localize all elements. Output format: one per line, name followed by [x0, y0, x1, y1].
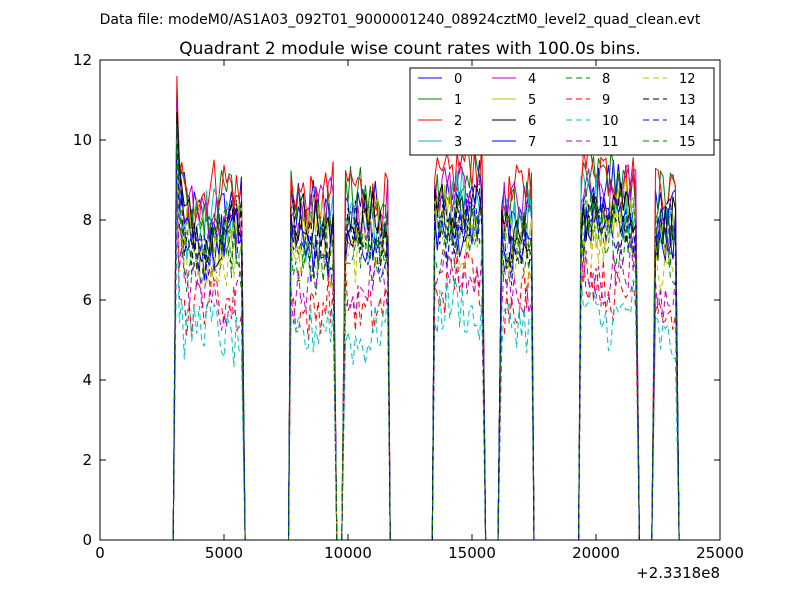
- y-tick-label: 0: [82, 531, 92, 549]
- x-tick-label: 0: [95, 544, 105, 562]
- y-tick-label: 2: [82, 451, 92, 469]
- x-offset-label: +2.3318e8: [636, 564, 720, 582]
- y-tick-label: 4: [82, 371, 92, 389]
- y-tick-label: 6: [82, 291, 92, 309]
- legend-label-15: 15: [679, 135, 696, 150]
- y-tick-label: 12: [73, 51, 92, 69]
- legend-label-5: 5: [528, 93, 536, 108]
- x-tick-label: 25000: [696, 544, 744, 562]
- legend-label-0: 0: [454, 72, 462, 87]
- x-tick-label: 10000: [324, 544, 372, 562]
- legend-label-12: 12: [679, 72, 696, 87]
- legend-label-4: 4: [528, 72, 536, 87]
- series-line-11: [172, 175, 680, 540]
- legend-label-2: 2: [454, 114, 462, 129]
- series-line-15: [172, 123, 680, 540]
- x-tick-label: 20000: [572, 544, 620, 562]
- series-layer: [172, 75, 680, 540]
- legend-label-6: 6: [528, 114, 536, 129]
- series-line-14: [172, 131, 680, 540]
- y-tick-label: 8: [82, 211, 92, 229]
- x-tick-label: 15000: [448, 544, 496, 562]
- chart-title: Quadrant 2 module wise count rates with …: [179, 39, 640, 59]
- legend-label-11: 11: [602, 135, 619, 150]
- legend-label-14: 14: [679, 114, 696, 129]
- y-tick-label: 10: [73, 131, 92, 149]
- legend-label-1: 1: [454, 93, 462, 108]
- legend-label-9: 9: [602, 93, 610, 108]
- legend-label-10: 10: [602, 114, 619, 129]
- legend-label-7: 7: [528, 135, 536, 150]
- suptitle: Data file: modeM0/AS1A03_092T01_90000012…: [100, 12, 701, 28]
- legend-label-3: 3: [454, 135, 462, 150]
- series-line-10: [172, 215, 680, 540]
- legend-label-8: 8: [602, 72, 610, 87]
- x-tick-label: 5000: [205, 544, 243, 562]
- legend-label-13: 13: [679, 93, 696, 108]
